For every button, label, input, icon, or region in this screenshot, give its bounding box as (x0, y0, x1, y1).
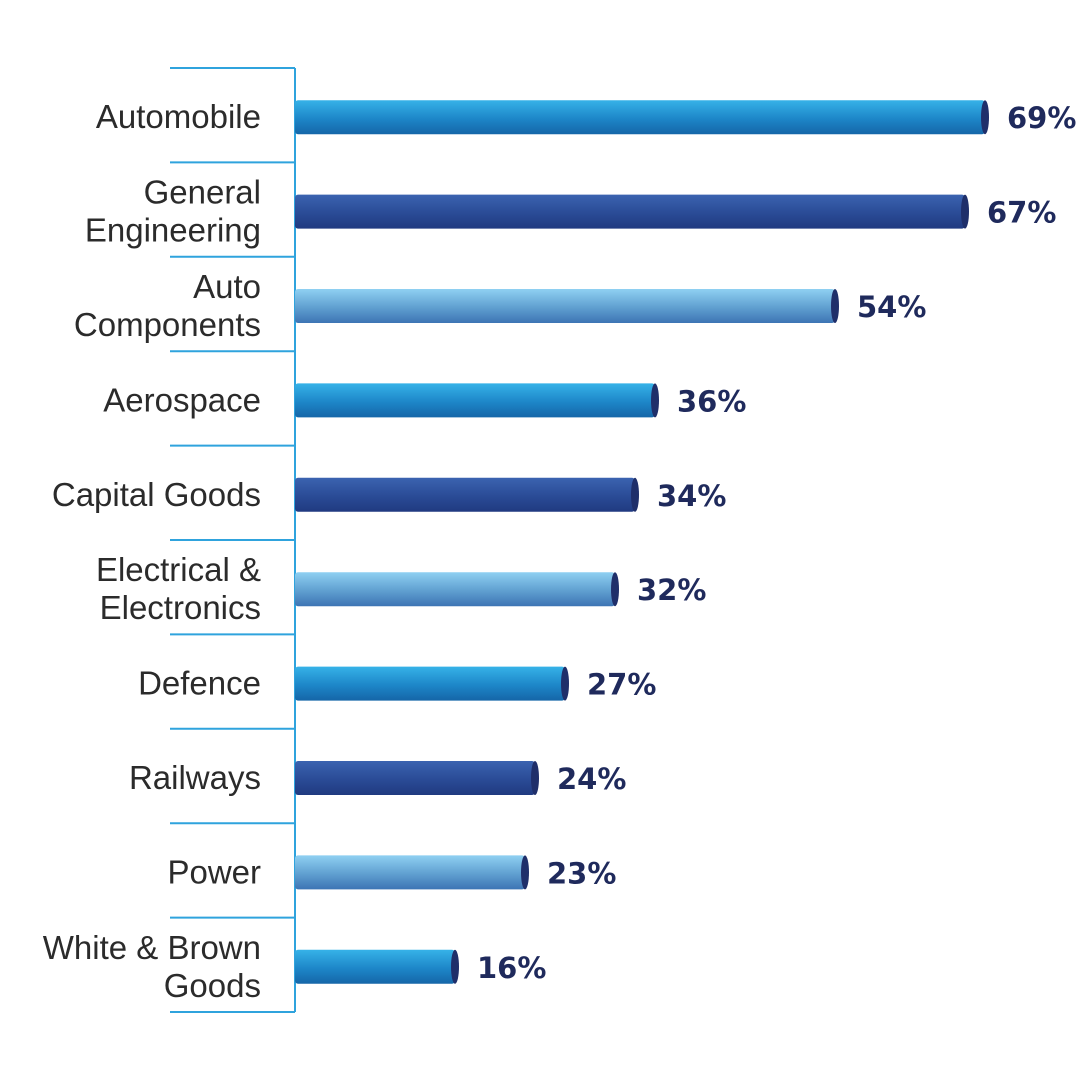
bar (295, 100, 985, 135)
value-label: 16% (477, 951, 546, 985)
bar-end-cap (611, 572, 619, 607)
bar-end-cap (561, 666, 569, 701)
bar-end-cap (651, 383, 659, 418)
value-label: 24% (557, 762, 626, 796)
bars-group (295, 100, 989, 984)
bar (295, 761, 535, 795)
category-label: White & Brown (43, 929, 261, 966)
bar-end-cap (521, 855, 529, 890)
bar-end-cap (631, 477, 639, 512)
category-label: Power (167, 853, 261, 890)
bar (295, 572, 615, 607)
category-label: Capital Goods (52, 476, 261, 513)
category-label: Engineering (85, 212, 261, 249)
bar (295, 855, 525, 890)
value-labels-group: 69% 67% 54% 36% 34% 32% 27% 24% 23% 16% (477, 101, 1076, 985)
bar-end-cap (531, 761, 539, 795)
bar (295, 289, 835, 323)
value-label: 32% (637, 573, 706, 607)
value-label: 69% (1007, 101, 1076, 135)
bar (295, 383, 655, 418)
category-label: Components (74, 306, 261, 343)
bar-end-cap (961, 194, 969, 229)
value-label: 27% (587, 668, 656, 702)
value-label: 67% (987, 196, 1056, 230)
bar (295, 666, 565, 701)
value-label: 36% (677, 384, 746, 418)
bar-end-cap (831, 289, 839, 323)
category-label: General (144, 174, 261, 211)
category-label: Electrical & (96, 551, 261, 588)
bar-end-cap (981, 100, 989, 135)
category-label: Goods (164, 967, 261, 1004)
category-label: Automobile (96, 98, 261, 135)
category-label: Railways (129, 759, 261, 796)
bar (295, 949, 455, 984)
value-label: 34% (657, 479, 726, 513)
category-label: Electronics (100, 589, 261, 626)
category-label: Defence (138, 665, 261, 702)
category-label: Aerospace (103, 381, 261, 418)
bar (295, 194, 965, 229)
value-label: 23% (547, 856, 616, 890)
bar (295, 477, 635, 512)
value-label: 54% (857, 290, 926, 324)
category-label: Auto (193, 268, 261, 305)
bar-end-cap (451, 949, 459, 984)
